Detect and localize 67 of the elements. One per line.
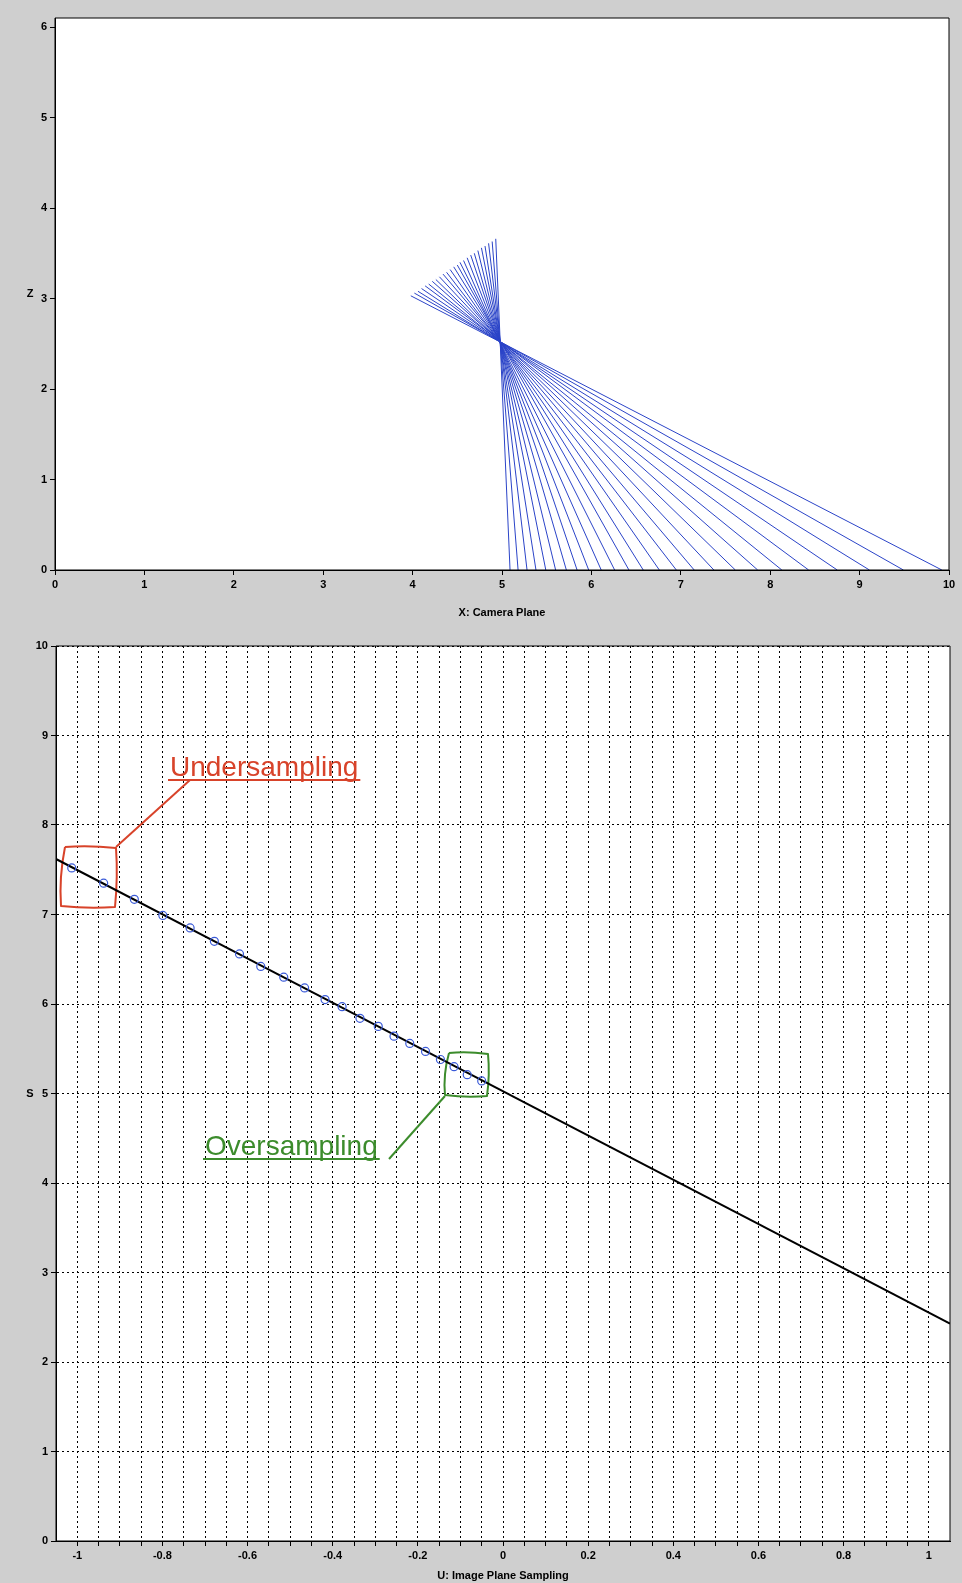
x-tick-label: -0.2 [408,1548,428,1561]
point [67,863,77,873]
x-tick-label: 7 [677,577,684,590]
y-tick-label: 3 [41,1265,48,1278]
point [279,972,289,982]
y-tick-label: 1 [40,472,47,485]
x-axis-title: U: Image Plane Sampling [437,1569,569,1582]
annotation: Oversampling [205,1130,378,1161]
point [420,1046,431,1057]
y-tick-label: 6 [41,997,48,1010]
x-tick-label: 2 [230,577,237,590]
point [337,1002,347,1012]
y-tick-label: 8 [41,818,48,831]
point [234,949,245,959]
x-tick-label: -0.8 [152,1548,172,1561]
y-tick-label: 0 [40,563,47,576]
x-tick-label: -0.6 [238,1548,258,1561]
point [256,961,266,972]
y-tick-label: 9 [41,728,48,741]
x-axis-title: X: Camera Plane [458,606,546,619]
x-tick-label: 0.4 [665,1548,682,1561]
y-tick-label: 1 [41,1444,48,1457]
x-tick-label: 0 [51,577,59,590]
point [355,1013,365,1023]
x-tick-label: 0.6 [750,1548,767,1561]
x-tick-label: 1 [141,577,148,590]
x-tick-label: -1 [72,1548,83,1561]
x-tick-label: 5 [498,577,506,590]
y-axis-title: Z [26,287,34,300]
y-tick-label: 2 [40,382,47,395]
point [462,1070,472,1080]
x-tick-label: -0.4 [323,1548,344,1561]
point [209,936,219,946]
point [158,910,168,920]
x-tick-label: 1 [925,1548,932,1561]
y-tick-label: 5 [41,1086,48,1099]
point [300,983,310,993]
y-tick-label: 0 [41,1534,48,1547]
x-tick-label: 6 [588,577,595,590]
x-tick-label: 4 [409,577,417,590]
y-tick-label: 10 [35,639,48,652]
y-tick-label: 6 [40,20,47,33]
x-tick-label: 0.8 [835,1548,852,1561]
point [449,1062,459,1072]
y-tick-label: 5 [40,110,47,123]
point [405,1038,415,1048]
y-tick-label: 7 [41,907,48,920]
y-tick-label: 3 [40,291,47,304]
point [435,1054,446,1065]
y-tick-label: 4 [40,201,48,214]
point [185,923,195,933]
x-tick-label: 0.2 [580,1548,596,1561]
x-tick-label: 8 [767,577,774,590]
point [320,994,330,1005]
x-tick-label: 10 [942,577,956,590]
x-tick-label: 9 [856,577,863,590]
y-tick-label: 2 [41,1355,48,1368]
point [373,1021,383,1031]
x-tick-label: 3 [320,577,327,590]
x-tick-label: 0 [499,1548,507,1561]
point [389,1031,399,1041]
point [129,894,139,904]
y-tick-label: 4 [41,1176,49,1189]
point [477,1076,487,1086]
annotation: Undersampling [170,751,359,782]
y-axis-title: S [26,1086,34,1099]
point [99,878,109,888]
